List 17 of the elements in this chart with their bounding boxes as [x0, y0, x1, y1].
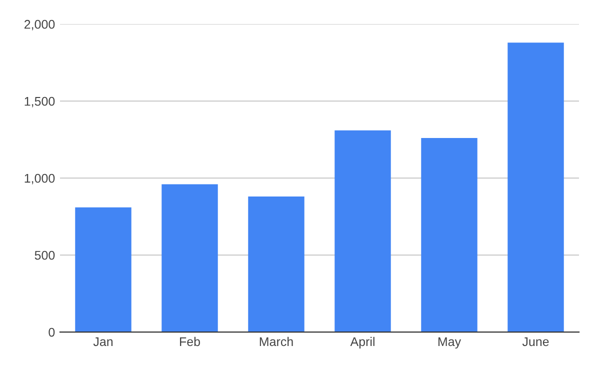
y-tick-label: 2,000 [24, 20, 55, 30]
y-tick-label: 500 [34, 250, 55, 260]
bar [508, 42, 564, 332]
x-tick-label: Jan [93, 337, 113, 346]
bar [248, 196, 304, 332]
y-tick-label: 1,500 [24, 96, 55, 108]
x-tick-label: March [260, 336, 293, 346]
y-tick-label: 1,000 [24, 174, 55, 184]
bar [75, 207, 132, 332]
x-tick-label: June [522, 337, 549, 346]
x-tick-label: April [350, 336, 374, 349]
x-tick-label: Feb [180, 336, 200, 346]
bar [421, 138, 478, 332]
bar [334, 130, 391, 332]
bar [162, 184, 218, 332]
y-tick-label: 0 [48, 328, 55, 337]
x-tick-label: May [438, 337, 462, 349]
